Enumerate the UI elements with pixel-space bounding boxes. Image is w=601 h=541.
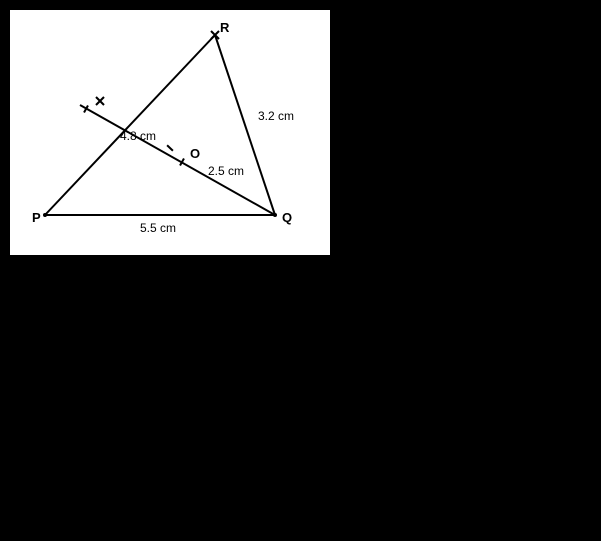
vertex-dot [273,213,277,217]
label-P: P [32,210,41,225]
segment-QO-extended [80,105,275,215]
label-Q: Q [282,210,292,225]
length-QO: 2.5 cm [208,164,244,178]
label-R: R [220,20,230,35]
length-PQ: 5.5 cm [140,221,176,235]
length-QR: 3.2 cm [258,109,294,123]
label-O: O [190,146,200,161]
geometry-svg: P Q R O 5.5 cm 3.2 cm 2.5 cm 4.8 cm [10,10,330,255]
segment-PR [45,35,215,215]
vertex-dot [43,213,47,217]
tick-PR-lower [167,145,173,150]
length-PR: 4.8 cm [120,129,156,143]
diagram-panel: P Q R O 5.5 cm 3.2 cm 2.5 cm 4.8 cm [10,10,330,255]
segment-QR [215,35,275,215]
